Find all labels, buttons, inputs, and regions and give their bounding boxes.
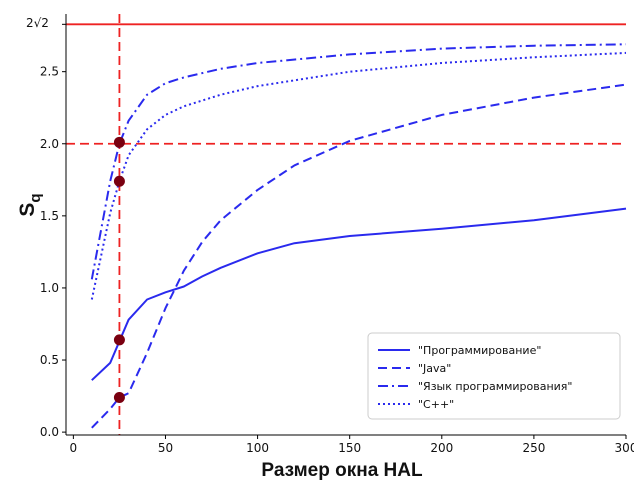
legend-label-0: "Программирование" [418, 344, 541, 357]
x-tick-label-6: 300 [615, 441, 634, 455]
x-tick-label-2: 100 [246, 441, 269, 455]
legend: "Программирование" "Java" "Язык программир… [367, 332, 621, 420]
y-tick-label-1: 0.5 [40, 353, 59, 367]
legend-label-1: "Java" [418, 362, 451, 375]
axes [65, 14, 626, 436]
marker-point-1 [113, 175, 125, 187]
x-tick-label-1: 50 [158, 441, 173, 455]
x-tick-label-3: 150 [338, 441, 361, 455]
legend-label-2: "Язык программирования" [418, 380, 572, 393]
y-tick-label-0: 0.0 [40, 425, 59, 439]
y-axis-title-subscript: q [27, 193, 44, 202]
y-tick-label-2: 1.0 [40, 281, 59, 295]
y-axis-title-main: S [16, 203, 39, 217]
svg-text:Sq: Sq [16, 193, 44, 216]
y-ticks: 0.0 0.5 1.0 1.5 2.0 2.5 [40, 23, 66, 439]
series-line-0 [91, 207, 627, 381]
legend-label-3: "C++" [418, 398, 454, 411]
legend-box [367, 332, 621, 420]
y-tick-label-5: 2.5 [40, 65, 59, 79]
y-tick-label-3: 1.5 [40, 209, 59, 223]
x-tick-label-0: 0 [70, 441, 78, 455]
marker-point-3 [113, 392, 125, 404]
marker-point-0 [113, 136, 125, 148]
reference-lines [66, 14, 626, 435]
marker-point-2 [113, 334, 125, 346]
x-tick-label-5: 250 [522, 441, 545, 455]
x-tick-label-4: 200 [430, 441, 453, 455]
x-ticks: 0 50 100 150 200 250 300 [70, 435, 634, 455]
y-tick-label-4: 2.0 [40, 137, 59, 151]
y-axis-title: Sq [16, 193, 44, 216]
top-tick-label: 2√2 [26, 16, 49, 30]
x-axis-title: Размер окна HAL [261, 460, 423, 481]
markers-layer [113, 136, 125, 404]
